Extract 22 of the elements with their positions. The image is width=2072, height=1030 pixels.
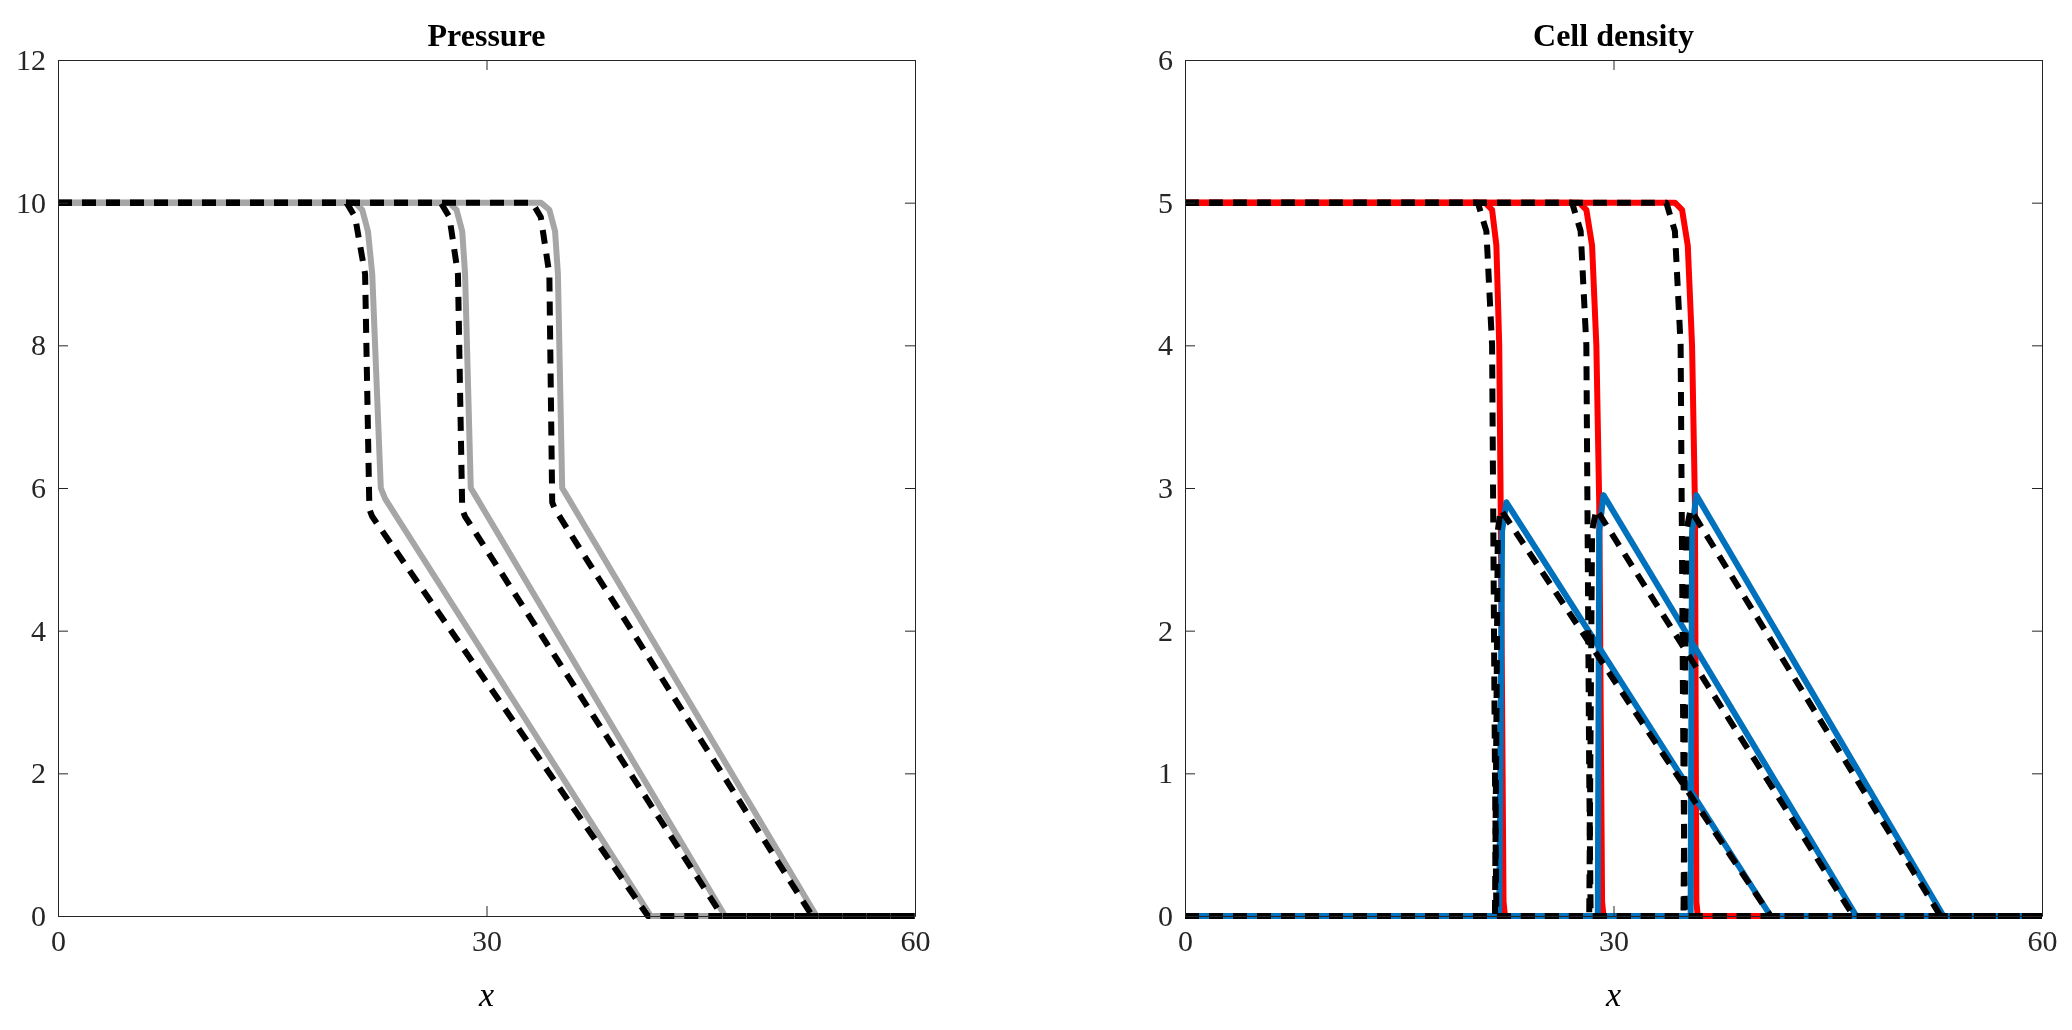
y-tick-label: 6 [31,471,46,505]
x-tick-label: 60 [2027,924,2058,958]
y-tick-label: 5 [1158,185,1173,219]
y-tick-label: 6 [1158,43,1173,77]
y-tick-label: 2 [1158,613,1173,647]
y-tick-label: 1 [1158,756,1173,790]
y-tick-label: 0 [1158,899,1173,933]
chart-title: Pressure [427,17,546,53]
y-tick-label: 3 [1158,471,1173,505]
chart-title: Cell density [1533,17,1694,53]
y-tick-label: 8 [31,328,46,362]
y-tick-label: 10 [16,185,46,219]
y-tick-label: 4 [1158,328,1173,362]
x-axis-title: x [477,976,495,1013]
x-axis-title: x [1604,976,1622,1013]
x-tick-label: 30 [472,924,502,958]
y-tick-label: 4 [31,613,46,647]
x-tick-label: 30 [1599,924,1629,958]
x-tick-label: 60 [900,924,931,958]
y-tick-label: 2 [31,756,46,790]
y-tick-label: 0 [31,899,46,933]
y-tick-label: 12 [16,43,46,77]
